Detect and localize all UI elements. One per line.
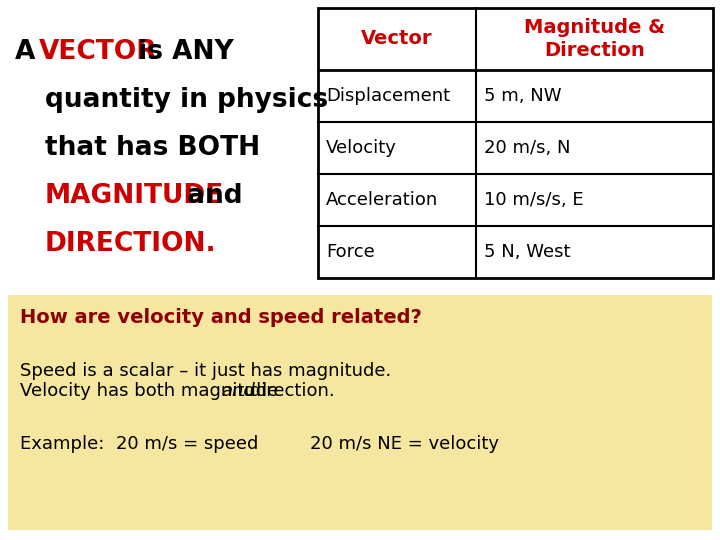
Bar	[8, 295, 712, 530]
Text: 5 N, West: 5 N, West	[484, 243, 570, 261]
Text: Vector: Vector	[361, 30, 433, 49]
Text: 20 m/s NE = velocity: 20 m/s NE = velocity	[310, 435, 499, 453]
Text: 5 m, NW: 5 m, NW	[484, 87, 562, 105]
Text: Velocity has both magnitude: Velocity has both magnitude	[20, 382, 284, 400]
Text: that has BOTH: that has BOTH	[45, 135, 260, 161]
Text: VECTOR: VECTOR	[39, 39, 158, 65]
Text: Force: Force	[326, 243, 374, 261]
Bar	[318, 8, 713, 278]
Text: is ANY: is ANY	[129, 39, 234, 65]
Text: direction.: direction.	[243, 382, 334, 400]
Text: Acceleration: Acceleration	[326, 191, 438, 209]
Text: Speed is a scalar – it just has magnitude.: Speed is a scalar – it just has magnitud…	[20, 362, 391, 380]
Text: 20 m/s, N: 20 m/s, N	[484, 139, 570, 157]
Text: A: A	[15, 39, 45, 65]
Text: How are velocity and speed related?: How are velocity and speed related?	[20, 308, 422, 327]
Text: and: and	[222, 382, 256, 400]
Text: and: and	[178, 183, 243, 209]
Text: DIRECTION.: DIRECTION.	[45, 231, 217, 257]
Text: 10 m/s/s, E: 10 m/s/s, E	[484, 191, 584, 209]
Text: Example:  20 m/s = speed: Example: 20 m/s = speed	[20, 435, 258, 453]
Text: quantity in physics: quantity in physics	[45, 87, 328, 113]
Text: Velocity: Velocity	[326, 139, 397, 157]
Text: Displacement: Displacement	[326, 87, 450, 105]
Text: Magnitude &
Direction: Magnitude & Direction	[524, 18, 665, 60]
Text: MAGNITUDE: MAGNITUDE	[45, 183, 224, 209]
